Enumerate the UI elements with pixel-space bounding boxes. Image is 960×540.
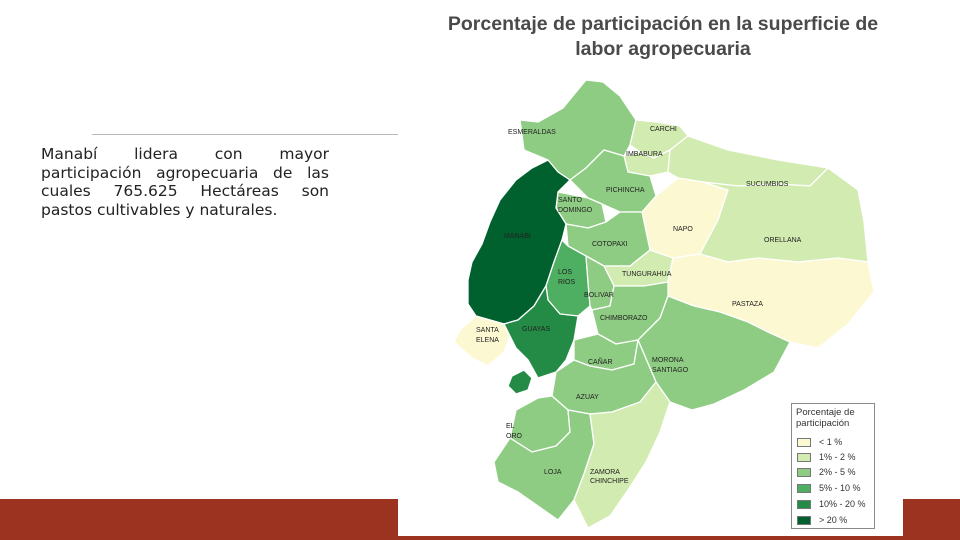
province-label: IMBABURA: [626, 151, 663, 158]
province-label: ZAMORA: [590, 469, 620, 476]
legend-title: Porcentaje de participación: [796, 407, 874, 429]
province-label: CHIMBORAZO: [600, 315, 648, 322]
province-label: LOS: [558, 269, 572, 276]
legend-swatch: [797, 467, 811, 477]
province-sucumbios: [667, 135, 829, 187]
province-label: MANABI: [504, 233, 531, 240]
province-label: PICHINCHA: [606, 187, 645, 194]
map-title-line1: Porcentaje de participación en la superf…: [447, 13, 879, 35]
province-label: RIOS: [558, 279, 575, 286]
province-label: GUAYAS: [522, 326, 550, 333]
province-zamora-chinchipe: [573, 381, 671, 529]
legend-label: 2% - 5 %: [819, 467, 856, 477]
province-label: ORELLANA: [764, 237, 802, 244]
province-label: TUNGURAHUA: [622, 271, 672, 278]
legend-item: 5% - 10 %: [797, 483, 861, 493]
legend-label: 5% - 10 %: [819, 483, 861, 493]
province-labels: ESMERALDAS CARCHI IMBABURA SUCUMBIOS PICHINC…: [476, 126, 802, 485]
province-label: SANTA: [476, 327, 499, 334]
legend-label: 1% - 2 %: [819, 452, 856, 462]
province-label: COTOPAXI: [592, 241, 628, 248]
province-label: SANTO: [558, 197, 583, 204]
map-legend: Porcentaje de participación < 1 % 1% - 2…: [791, 403, 875, 529]
province-label: SANTIAGO: [652, 367, 689, 374]
provinces: [453, 79, 875, 529]
province-label: ELENA: [476, 337, 499, 344]
legend-title-line1: Porcentaje de: [796, 407, 855, 418]
map-title: Porcentaje de participación en la superf…: [398, 12, 928, 62]
legend-label: > 20 %: [819, 515, 848, 525]
province-label: NAPO: [673, 226, 693, 233]
province-label: MORONA: [652, 357, 684, 364]
legend-swatch: [797, 499, 811, 509]
divider-line: [92, 134, 398, 135]
map-panel: Porcentaje de participación en la superf…: [398, 0, 903, 536]
province-label: CAÑAR: [588, 357, 613, 366]
legend-swatch: [797, 483, 811, 493]
legend-swatch: [797, 452, 811, 462]
ecuador-map: ESMERALDAS CARCHI IMBABURA SUCUMBIOS PICHINC…: [453, 79, 875, 529]
province-label: DOMINGO: [558, 207, 593, 214]
province-label: LOJA: [544, 469, 562, 476]
legend-item: > 20 %: [797, 515, 847, 525]
legend-swatch: [797, 515, 811, 525]
province-label: BOLIVAR: [584, 292, 614, 299]
island-puna: [507, 369, 533, 395]
legend-item: 1% - 2 %: [797, 452, 856, 462]
province-label: AZUAY: [576, 394, 599, 401]
province-label: EL: [506, 423, 515, 430]
province-label: CARCHI: [650, 126, 677, 133]
legend-label: 10% - 20 %: [819, 499, 866, 509]
slide-text: Manabí lidera con mayor participación ag…: [41, 145, 329, 219]
province-label: CHINCHIPE: [590, 478, 629, 485]
legend-title-line2: participación: [796, 418, 850, 429]
province-label: PASTAZA: [732, 301, 763, 308]
map-title-line2: labor agropecuaria: [575, 38, 751, 60]
legend-item: 2% - 5 %: [797, 467, 856, 477]
province-label: ESMERALDAS: [508, 129, 556, 136]
province-label: SUCUMBIOS: [746, 181, 789, 188]
province-santa-elena: [453, 315, 511, 367]
legend-label: < 1 %: [819, 437, 843, 447]
legend-item: < 1 %: [797, 437, 842, 447]
province-label: ORO: [506, 433, 523, 440]
legend-item: 10% - 20 %: [797, 499, 866, 509]
legend-swatch: [797, 437, 811, 447]
